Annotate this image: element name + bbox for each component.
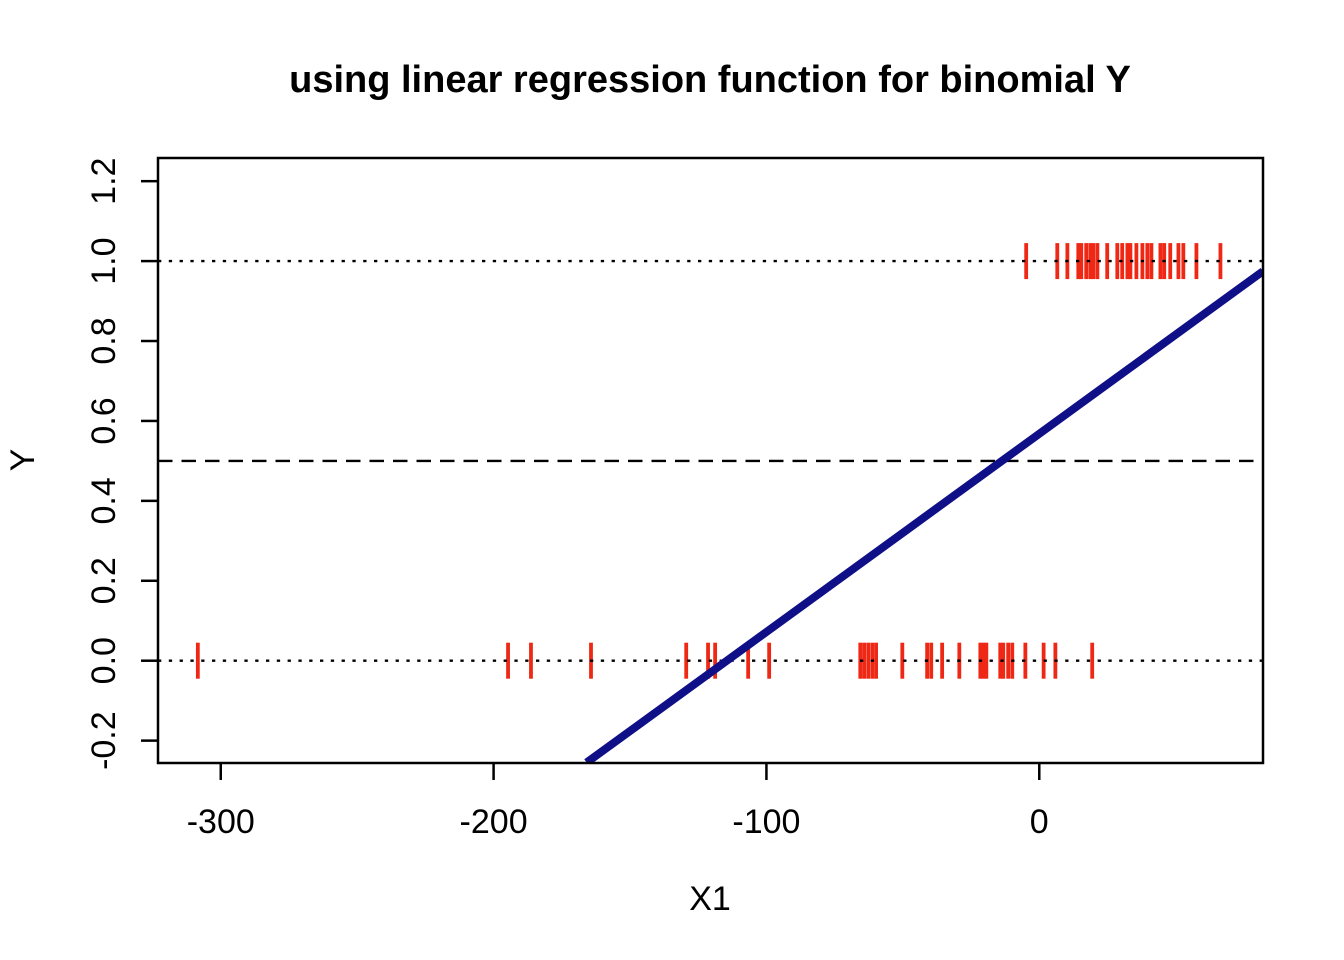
x-axis-tick-label: -300 — [187, 803, 255, 841]
y-axis-tick-label: 0.8 — [85, 317, 123, 364]
y-axis-tick-label: 1.2 — [85, 158, 123, 205]
y-axis-tick-label: -0.2 — [85, 711, 123, 770]
x-axis-tick-label: -200 — [460, 803, 528, 841]
x-axis-tick-label: 0 — [1030, 803, 1049, 841]
plot-border — [156, 156, 1265, 765]
y-axis-tick-label: 0.2 — [85, 557, 123, 604]
regression-line — [584, 267, 1263, 763]
y-axis-tick-label: 0.4 — [85, 477, 123, 524]
chart-title: using linear regression function for bin… — [289, 59, 1131, 101]
y-axis-tick-label: 1.0 — [85, 237, 123, 284]
y-axis-title: Y — [4, 449, 42, 472]
x-axis-title: X1 — [689, 880, 731, 918]
y-axis-tick-label: 0.0 — [85, 637, 123, 684]
y-axis-tick-label: 0.6 — [85, 397, 123, 444]
chart-layers: -300 -200 -100 0 -0.2 0.0 0.2 0.4 0.6 0.8 1.0 1.2 — [85, 156, 1265, 841]
x-axis-tick-label: -100 — [732, 803, 800, 841]
